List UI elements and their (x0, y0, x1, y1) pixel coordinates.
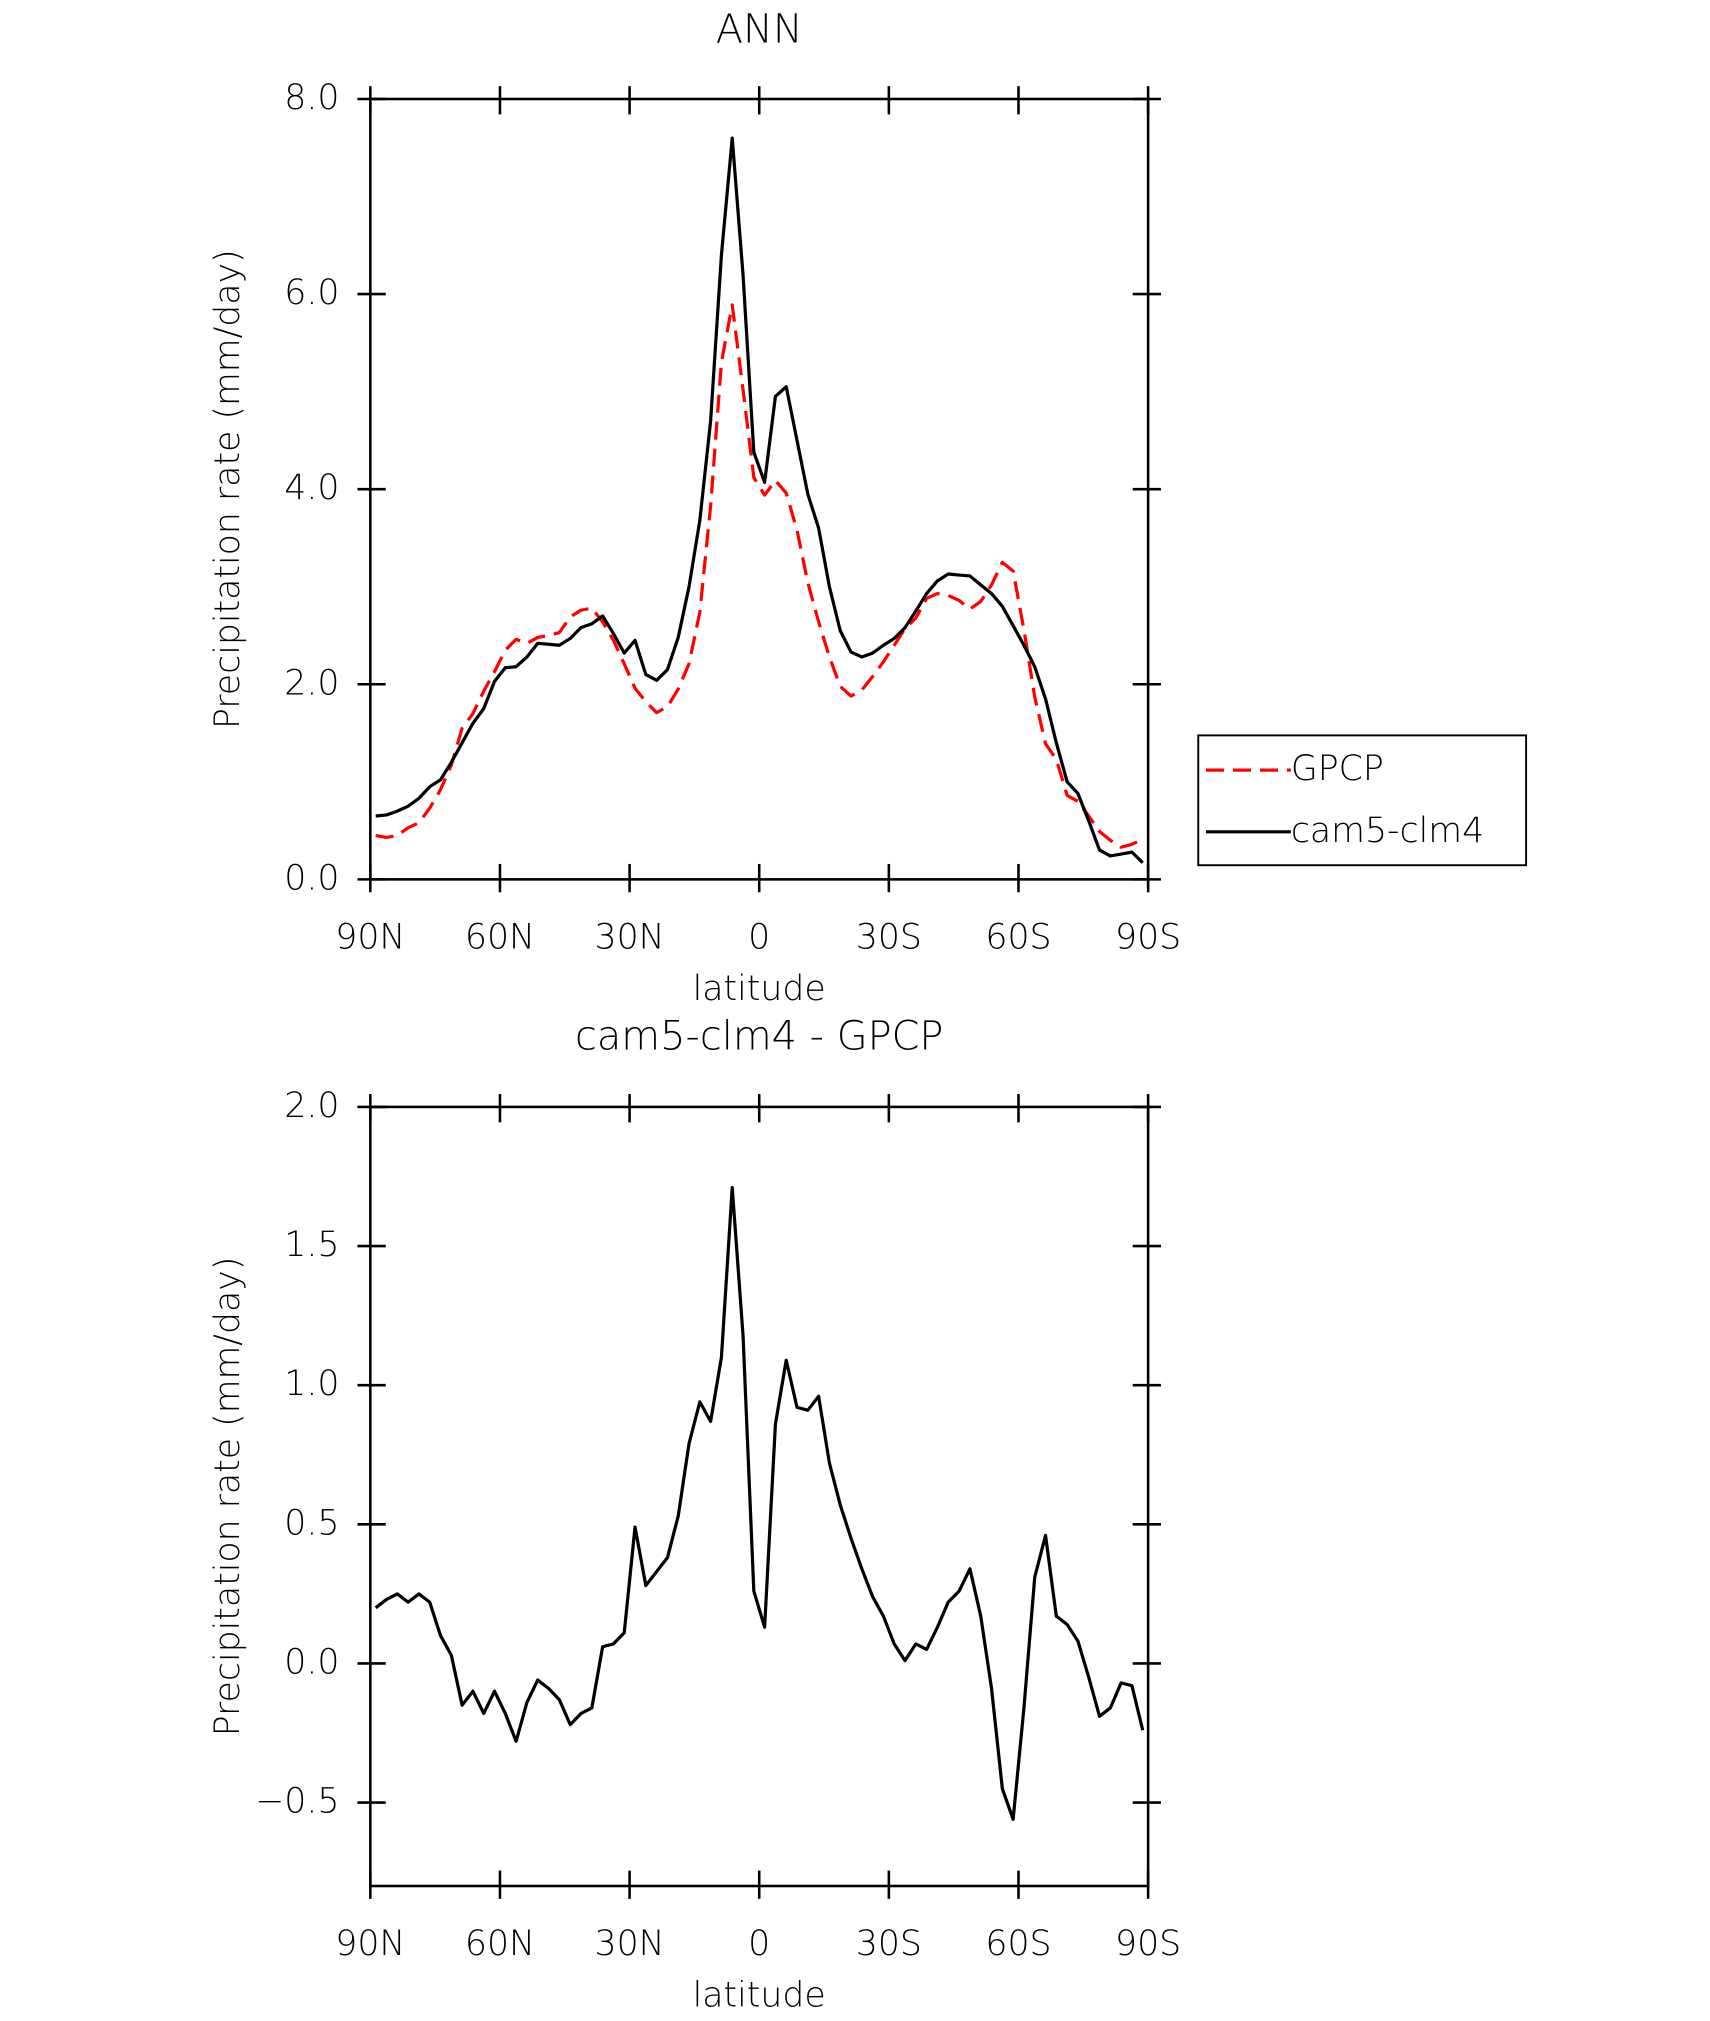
x-tick-label: 60N (465, 1924, 535, 1964)
series-line (375, 303, 1144, 849)
x-tick-label: 90S (1115, 918, 1181, 958)
chart-title: ANN (716, 7, 803, 53)
plot-frame (369, 1105, 1150, 1888)
x-tick-label: 30N (595, 918, 665, 958)
legend-label: GPCP (1291, 749, 1384, 789)
y-tick-label: 0.5 (284, 1503, 339, 1543)
series-line (374, 1186, 1145, 1821)
x-tick-label: 30S (856, 918, 922, 958)
x-axis-label: latitude (693, 969, 826, 1009)
x-tick-label: 90S (1115, 1924, 1181, 1964)
chart-title: cam5-clm4 - GPCP (575, 1013, 943, 1059)
x-tick-label: 0 (748, 918, 770, 958)
y-tick-label: 8.0 (284, 78, 339, 118)
legend-box (1197, 734, 1528, 867)
y-axis-label: Precipitation rate (mm/day) (208, 249, 248, 729)
x-tick-label: 30N (595, 1924, 665, 1964)
x-tick-label: 30S (856, 1924, 922, 1964)
y-tick-label: 4.0 (284, 468, 339, 508)
x-axis-label: latitude (693, 1976, 826, 2016)
x-tick-label: 90N (335, 1924, 405, 1964)
x-tick-label: 90N (335, 918, 405, 958)
plot-frame (369, 97, 1150, 881)
x-tick-label: 60S (985, 918, 1051, 958)
series-line (375, 136, 1144, 864)
y-axis-label: Precipitation rate (mm/day) (208, 1257, 248, 1737)
y-tick-label: 1.5 (284, 1225, 339, 1265)
x-tick-label: 60S (985, 1924, 1051, 1964)
y-tick-label: −0.5 (255, 1782, 339, 1822)
x-tick-label: 0 (748, 1924, 770, 1964)
y-tick-label: 2.0 (284, 1086, 339, 1126)
y-tick-label: 6.0 (284, 273, 339, 313)
legend-label: cam5-clm4 (1291, 811, 1484, 851)
y-tick-label: 0.0 (284, 858, 339, 898)
y-tick-label: 0.0 (284, 1642, 339, 1682)
legend: GPCP cam5-clm4 (1197, 734, 1528, 867)
y-tick-label: 2.0 (284, 663, 339, 703)
x-tick-label: 60N (465, 918, 535, 958)
y-tick-label: 1.0 (284, 1364, 339, 1404)
